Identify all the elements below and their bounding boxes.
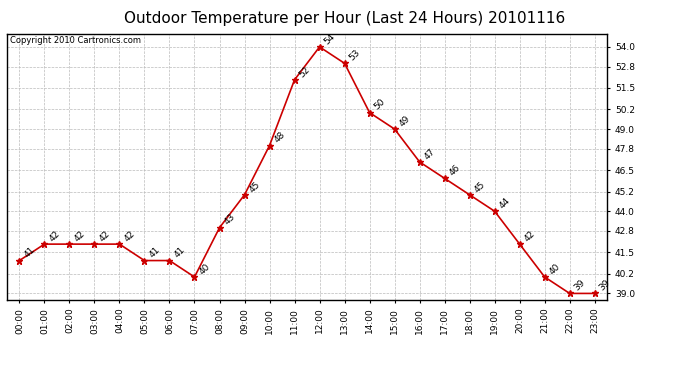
Text: 43: 43 <box>222 213 237 227</box>
Text: 42: 42 <box>122 229 137 243</box>
Text: Outdoor Temperature per Hour (Last 24 Hours) 20101116: Outdoor Temperature per Hour (Last 24 Ho… <box>124 11 566 26</box>
Text: 53: 53 <box>347 48 362 63</box>
Text: 52: 52 <box>297 64 312 79</box>
Text: 41: 41 <box>172 245 187 260</box>
Text: 54: 54 <box>322 32 337 46</box>
Text: 47: 47 <box>422 147 437 161</box>
Text: 50: 50 <box>373 98 387 112</box>
Text: 44: 44 <box>497 196 512 210</box>
Text: 45: 45 <box>473 180 487 194</box>
Text: 39: 39 <box>573 278 587 292</box>
Text: 42: 42 <box>47 229 61 243</box>
Text: 40: 40 <box>547 262 562 276</box>
Text: 49: 49 <box>397 114 412 128</box>
Text: 48: 48 <box>273 130 287 145</box>
Text: 39: 39 <box>598 278 612 292</box>
Text: 46: 46 <box>447 163 462 178</box>
Text: 42: 42 <box>72 229 86 243</box>
Text: Copyright 2010 Cartronics.com: Copyright 2010 Cartronics.com <box>10 36 141 45</box>
Text: 41: 41 <box>22 245 37 260</box>
Text: 40: 40 <box>197 262 212 276</box>
Text: 45: 45 <box>247 180 262 194</box>
Text: 42: 42 <box>522 229 537 243</box>
Text: 41: 41 <box>147 245 161 260</box>
Text: 42: 42 <box>97 229 112 243</box>
